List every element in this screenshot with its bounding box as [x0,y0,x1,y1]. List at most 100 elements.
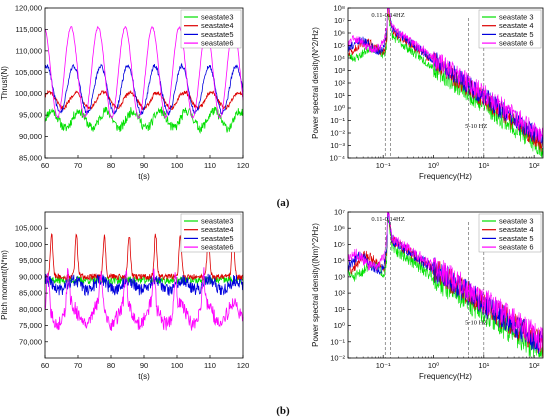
x-tick-label: 80 [107,161,115,170]
x-tick-label: 90 [140,361,148,370]
y-tick-label: 10⁰ [334,321,345,330]
x-tick-label: 10² [529,361,540,370]
y-axis-label: Thrust(N) [0,66,9,100]
series-line-seastate4 [44,232,244,282]
y-tick-label: 100,000 [15,89,42,98]
y-tick-label: 10⁶ [334,224,345,233]
legend-label: seastate3 [201,13,234,22]
legend-box [478,213,542,253]
y-axis-label: Power spectral density(N^2/Hz) [311,27,320,139]
pitch-moment-time-chart: 60 70 80 90 100 110 120 70,000 75,000 80,000 85,00… [0,211,249,381]
y-tick-label: 10⁶ [334,29,345,38]
y-tick-label: 75,000 [19,321,42,330]
y-tick-label: 10⁻⁴ [329,154,345,163]
x-axis-label: t(s) [138,172,150,181]
x-tick-label: 100 [171,361,184,370]
annotation-high-band: 5-10 HZ [465,123,487,130]
y-tick-label: 10¹ [334,305,345,314]
series-line-seastate6 [347,8,544,143]
x-tick-label: 10¹ [478,361,489,370]
x-tick-label: 70 [74,161,82,170]
x-tick-label: 70 [74,361,82,370]
y-tick-label: 10⁸ [333,4,345,13]
y-tick-label: 80,000 [19,305,42,314]
annotation-high-band: 5-10 HZ [465,319,487,326]
y-tick-label: 115,000 [15,25,42,34]
legend-label: seastate 4 [499,21,534,30]
y-axis-label: Power spectral density((Nm)^2/Hz) [311,223,320,347]
y-tick-label: 105,000 [15,68,42,77]
y-tick-label: 10⁴ [333,256,345,265]
legend-label: seastate5 [201,30,234,39]
series-line-seastate3 [44,106,244,134]
y-tick-label: 100,000 [15,240,42,249]
y-tick-label: 120,000 [15,4,42,13]
y-tick-label: 10¹ [334,91,345,100]
y-tick-label: 10² [334,289,345,298]
legend-box [180,213,242,253]
y-tick-label: 10³ [334,272,345,281]
x-tick-label: 10⁻¹ [376,161,391,170]
x-tick-label: 110 [204,161,216,170]
pitch-moment-psd-chart: 10⁻¹ 10⁰ 10¹ 10² 10⁻² 10⁻¹ 10⁰ 10¹ 10² 10³ 10⁴ 10⁵ 1… [311,208,544,381]
x-tick-label: 10² [529,161,540,170]
legend-label: seastate 6 [499,39,534,48]
x-tick-label: 110 [204,361,216,370]
y-tick-label: 105,000 [15,224,42,233]
x-tick-label: 120 [237,161,250,170]
legend-box [180,9,242,49]
series-line-seastate5 [44,273,244,297]
legend-label: seastate 6 [499,243,534,252]
y-tick-label: 10⁷ [334,16,345,25]
thrust-time-chart: 60 70 80 90 100 110 120 85,000 90,000 95,000 100,0… [0,4,249,182]
y-tick-label: 10⁷ [334,208,345,217]
x-tick-label: 90 [140,161,148,170]
legend-label: seastate4 [201,225,234,234]
thrust-psd-chart: 10⁻¹ 10⁰ 10¹ 10² 10⁻⁴ 10⁻³ 10⁻² 10⁻¹ 10⁰ 10¹ 10² 10… [311,4,544,181]
legend-label: seastate5 [201,234,234,243]
y-tick-label: 70,000 [19,337,42,346]
legend-label: seastate 5 [499,234,534,243]
x-tick-label: 10⁰ [428,161,439,170]
legend-box [478,9,542,49]
y-tick-label: 10⁵ [334,41,345,50]
y-tick-label: 10⁻² [330,354,345,363]
series-line-seastate4 [44,89,244,111]
y-tick-label: 10⁴ [333,54,345,63]
legend-label: seastate 3 [499,13,534,22]
x-tick-label: 80 [107,361,115,370]
y-tick-label: 90,000 [19,132,42,141]
x-tick-label: 10⁰ [428,361,439,370]
x-axis-label: t(s) [138,372,150,381]
y-tick-label: 10⁻¹ [330,337,345,346]
x-axis-label: Frequency(Hz) [419,172,472,181]
legend-label: seastate3 [201,217,234,226]
x-tick-label: 100 [171,161,184,170]
y-tick-label: 10⁰ [334,104,345,113]
x-tick-label: 60 [41,161,49,170]
series-line-seastate6 [44,267,244,331]
y-tick-label: 10⁻¹ [330,116,345,125]
panel-label-a: (a) [277,197,290,209]
y-tick-label: 90,000 [19,272,42,281]
annotation-low-band: 0.11-0.14HZ [371,216,404,223]
x-tick-label: 10⁻¹ [376,361,391,370]
legend-label: seastate4 [201,21,234,30]
legend-label: seastate6 [201,243,234,252]
legend-label: seastate 5 [499,30,534,39]
plot-frame [347,211,544,359]
y-tick-label: 10² [334,79,345,88]
y-tick-label: 10⁵ [334,240,345,249]
x-tick-label: 10¹ [478,161,489,170]
y-tick-label: 85,000 [19,289,42,298]
y-tick-label: 110,000 [15,46,42,55]
panel-label-b: (b) [276,405,290,417]
annotation-low-band: 0.11-0.14HZ [371,12,404,19]
x-axis-label: Frequency(Hz) [419,372,472,381]
series-line-seastate6 [347,211,544,352]
y-tick-label: 10⁻³ [330,141,345,150]
y-tick-label: 10⁻² [330,129,345,138]
legend-label: seastate6 [201,39,234,48]
y-tick-label: 10³ [334,66,345,75]
